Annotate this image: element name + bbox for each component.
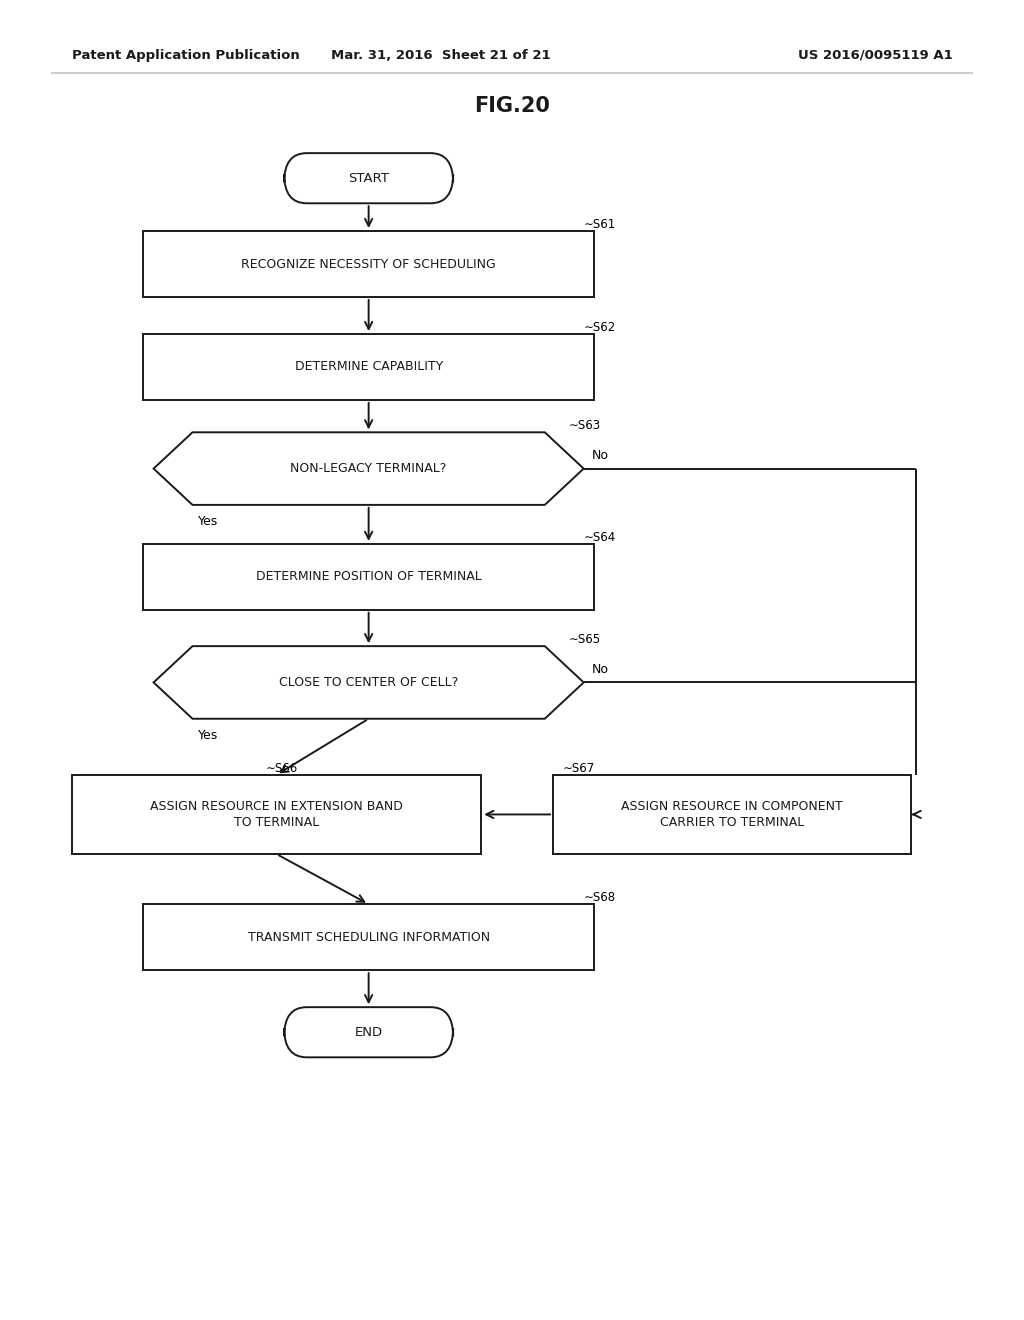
Text: ∼S63: ∼S63 <box>568 420 600 433</box>
Text: ∼S61: ∼S61 <box>584 218 615 231</box>
Text: END: END <box>354 1026 383 1039</box>
Text: TRANSMIT SCHEDULING INFORMATION: TRANSMIT SCHEDULING INFORMATION <box>248 931 489 944</box>
Bar <box>143 334 594 400</box>
Text: ∼S64: ∼S64 <box>584 531 615 544</box>
Text: START: START <box>348 172 389 185</box>
Text: Patent Application Publication: Patent Application Publication <box>72 49 299 62</box>
Text: NON-LEGACY TERMINAL?: NON-LEGACY TERMINAL? <box>291 462 446 475</box>
Text: ∼S62: ∼S62 <box>584 321 615 334</box>
Text: DETERMINE POSITION OF TERMINAL: DETERMINE POSITION OF TERMINAL <box>256 570 481 583</box>
Text: ASSIGN RESOURCE IN EXTENSION BAND
TO TERMINAL: ASSIGN RESOURCE IN EXTENSION BAND TO TER… <box>151 800 402 829</box>
Bar <box>143 904 594 970</box>
Text: No: No <box>592 663 609 676</box>
Bar <box>143 544 594 610</box>
Text: RECOGNIZE NECESSITY OF SCHEDULING: RECOGNIZE NECESSITY OF SCHEDULING <box>242 257 496 271</box>
FancyBboxPatch shape <box>284 153 453 203</box>
FancyBboxPatch shape <box>284 1007 453 1057</box>
Bar <box>72 775 481 854</box>
Text: Yes: Yes <box>198 729 218 742</box>
Text: ∼S66: ∼S66 <box>266 762 298 775</box>
Text: ∼S67: ∼S67 <box>563 762 595 775</box>
Text: US 2016/0095119 A1: US 2016/0095119 A1 <box>798 49 952 62</box>
Polygon shape <box>154 647 584 718</box>
Text: FIG.20: FIG.20 <box>474 95 550 116</box>
Text: CLOSE TO CENTER OF CELL?: CLOSE TO CENTER OF CELL? <box>279 676 459 689</box>
Text: No: No <box>592 449 609 462</box>
Text: DETERMINE CAPABILITY: DETERMINE CAPABILITY <box>295 360 442 374</box>
Text: Yes: Yes <box>198 515 218 528</box>
Polygon shape <box>154 433 584 504</box>
Text: ∼S65: ∼S65 <box>568 634 600 647</box>
Bar <box>553 775 911 854</box>
Bar <box>143 231 594 297</box>
Text: ∼S68: ∼S68 <box>584 891 615 904</box>
Text: Mar. 31, 2016  Sheet 21 of 21: Mar. 31, 2016 Sheet 21 of 21 <box>331 49 550 62</box>
Text: ASSIGN RESOURCE IN COMPONENT
CARRIER TO TERMINAL: ASSIGN RESOURCE IN COMPONENT CARRIER TO … <box>622 800 843 829</box>
